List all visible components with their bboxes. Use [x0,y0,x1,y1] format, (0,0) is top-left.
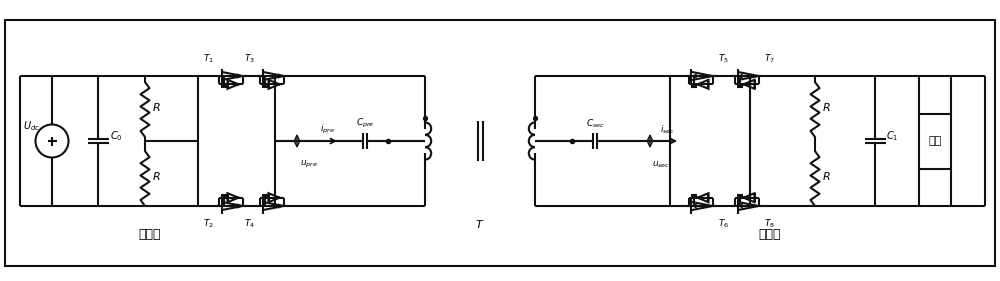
Text: $C_{pre}$: $C_{pre}$ [356,116,374,130]
Text: $U_{dc}$: $U_{dc}$ [23,119,40,133]
Text: $T_5$: $T_5$ [718,53,728,65]
Bar [919,114,951,169]
Bar [5,20,995,266]
Text: $i_{sec}$: $i_{sec}$ [660,123,675,135]
Text: 低压侧: 低压侧 [759,228,781,241]
Text: $R$: $R$ [822,101,831,112]
Text: $T_8$: $T_8$ [764,217,774,230]
Text: $T_3$: $T_3$ [244,53,255,65]
Text: $T_4$: $T_4$ [244,217,255,230]
Text: 高压侧: 高压侧 [139,228,161,241]
Text: $T$: $T$ [475,218,485,230]
Text: $T_6$: $T_6$ [718,217,729,230]
Text: $R$: $R$ [152,101,161,112]
Text: $u_{sec}$: $u_{sec}$ [652,159,671,169]
Text: $T_2$: $T_2$ [203,217,214,230]
Text: $T_1$: $T_1$ [203,53,214,65]
Text: $R$: $R$ [152,169,161,182]
Text: $R$: $R$ [822,169,831,182]
Text: $C_0$: $C_0$ [110,129,122,143]
Text: 负载: 负载 [928,136,942,146]
Text: $i_{pre}$: $i_{pre}$ [320,123,335,135]
Text: $C_1$: $C_1$ [887,129,899,143]
Text: $T_7$: $T_7$ [764,53,774,65]
Text: $u_{pre}$: $u_{pre}$ [300,159,317,170]
Text: $C_{sec}$: $C_{sec}$ [586,117,604,130]
